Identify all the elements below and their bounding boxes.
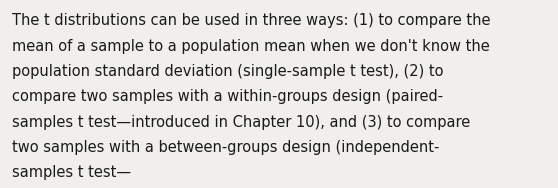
Text: compare two samples with a within-groups design (paired-: compare two samples with a within-groups… <box>12 89 444 104</box>
Text: population standard deviation (single-sample t test), (2) to: population standard deviation (single-sa… <box>12 64 444 79</box>
Text: two samples with a between-groups design (independent-: two samples with a between-groups design… <box>12 140 440 155</box>
Text: samples t test—introduced in Chapter 10), and (3) to compare: samples t test—introduced in Chapter 10)… <box>12 115 470 130</box>
Text: The t distributions can be used in three ways: (1) to compare the: The t distributions can be used in three… <box>12 13 491 28</box>
Text: samples t test—: samples t test— <box>12 165 131 180</box>
Text: mean of a sample to a population mean when we don't know the: mean of a sample to a population mean wh… <box>12 39 490 54</box>
